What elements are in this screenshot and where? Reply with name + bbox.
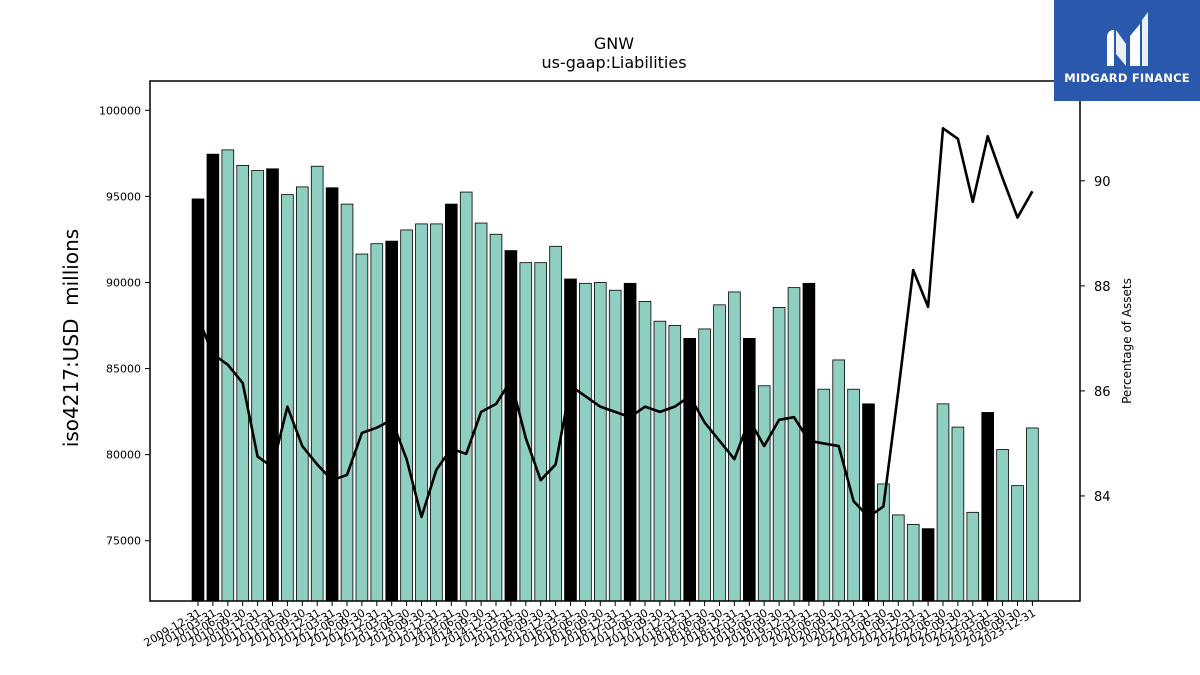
chart-subtitle: us-gaap:Liabilities xyxy=(541,53,686,72)
bar-2015-06-30 xyxy=(519,262,533,602)
bar-2022-03-31 xyxy=(921,528,935,602)
bar-2021-12-31 xyxy=(906,523,920,602)
bar-2021-03-31 xyxy=(862,403,875,602)
bar-2023-09-30 xyxy=(1011,485,1024,602)
bar-2017-03-31 xyxy=(623,282,637,602)
y2-tick-label: 84 xyxy=(1094,490,1111,505)
bar-2016-09-30 xyxy=(594,282,607,602)
bar-2011-03-31 xyxy=(266,168,279,602)
chart-title: GNW xyxy=(594,34,634,53)
x-axis: 2009-12-312010-03-312010-06-302010-09-30… xyxy=(142,601,1038,650)
y-tick-label: 80000 xyxy=(106,449,141,462)
y-tick-label: 90000 xyxy=(106,276,141,289)
bar-2010-03-31 xyxy=(206,153,220,602)
y-tick-label: 100000 xyxy=(99,104,141,117)
y2-tick-label: 88 xyxy=(1094,280,1111,295)
bar-2016-03-31 xyxy=(564,278,577,602)
bar-2023-12-31 xyxy=(1026,427,1039,602)
bar-2018-09-30 xyxy=(713,304,726,602)
bar-2009-12-31 xyxy=(191,198,205,602)
bar-2020-12-31 xyxy=(847,388,860,602)
bar-2018-03-31 xyxy=(683,338,696,602)
bar-2014-03-31 xyxy=(444,203,458,602)
bar-2016-06-30 xyxy=(579,282,592,602)
bar-2012-03-31 xyxy=(325,187,339,602)
bar-2022-12-31 xyxy=(966,511,980,602)
y2-tick-label: 86 xyxy=(1094,385,1111,400)
bar-2012-12-31 xyxy=(370,243,384,602)
bar-2011-09-30 xyxy=(295,186,309,602)
bar-2010-12-31 xyxy=(251,170,264,602)
midgard-finance-logo: MIDGARD FINANCE xyxy=(1054,0,1200,101)
bar-2011-06-30 xyxy=(281,194,294,602)
y-axis-right: 84 86 88 90 xyxy=(1080,175,1111,505)
bar-2018-06-30 xyxy=(698,328,711,602)
y-tick-label: 85000 xyxy=(106,363,141,376)
bar-2019-09-30 xyxy=(772,307,786,602)
bar-2020-06-30 xyxy=(817,388,831,602)
brand-name: MIDGARD FINANCE xyxy=(1064,71,1190,85)
plot-frame xyxy=(149,80,1081,602)
bar-2017-09-30 xyxy=(653,320,667,602)
bar-2012-06-30 xyxy=(340,203,354,602)
bar-2011-12-31 xyxy=(310,165,324,602)
bar-2010-06-30 xyxy=(221,149,235,602)
bar-2014-06-30 xyxy=(459,191,473,602)
percentage-of-assets-line xyxy=(196,126,1034,519)
bar-2023-03-31 xyxy=(981,412,994,602)
bar-2023-06-30 xyxy=(996,449,1009,602)
bar-2019-06-30 xyxy=(757,385,771,602)
y-axis-left: 75000 80000 85000 90000 95000 100000 xyxy=(99,104,150,548)
bar-2014-12-31 xyxy=(489,233,503,602)
bar-2019-03-31 xyxy=(743,338,756,602)
bar-2016-12-31 xyxy=(608,289,622,602)
bar-2012-09-30 xyxy=(355,253,369,602)
bar-series xyxy=(191,149,1039,602)
bar-2022-06-30 xyxy=(936,403,950,602)
y-tick-label: 75000 xyxy=(106,535,141,548)
bar-2017-06-30 xyxy=(638,300,652,602)
bar-2015-03-31 xyxy=(504,250,518,602)
bar-2021-09-30 xyxy=(892,514,905,602)
y-tick-label: 95000 xyxy=(106,190,141,203)
bar-2013-12-31 xyxy=(430,223,443,602)
bar-2022-09-30 xyxy=(951,426,965,602)
bar-2015-09-30 xyxy=(534,262,547,602)
bar-2019-12-31 xyxy=(787,287,801,602)
bar-2017-12-31 xyxy=(668,325,682,602)
bar-2013-09-30 xyxy=(415,223,428,602)
bar-2020-09-30 xyxy=(832,359,845,602)
bar-2015-12-31 xyxy=(549,245,562,602)
y-axis-label: iso4217:USD millions xyxy=(59,229,83,447)
y2-tick-label: 90 xyxy=(1094,175,1111,190)
bar-2013-06-30 xyxy=(400,229,413,602)
midgard-m-logo-icon xyxy=(1107,12,1148,66)
y2-axis-label: Percentage of Assets xyxy=(1120,278,1134,404)
